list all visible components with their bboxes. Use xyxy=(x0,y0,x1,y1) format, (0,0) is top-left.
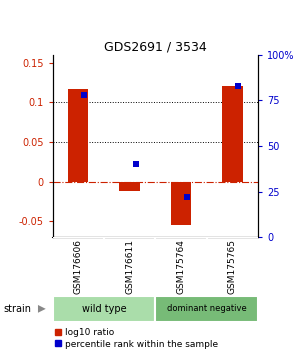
Bar xyxy=(119,182,140,191)
Text: wild type: wild type xyxy=(82,304,126,314)
Text: GSM175764: GSM175764 xyxy=(176,239,185,294)
Text: GSM175765: GSM175765 xyxy=(228,239,237,294)
Text: strain: strain xyxy=(3,304,31,314)
Title: GDS2691 / 3534: GDS2691 / 3534 xyxy=(104,41,207,54)
Text: GSM176611: GSM176611 xyxy=(125,239,134,294)
Bar xyxy=(155,296,258,322)
Bar xyxy=(171,182,191,225)
Bar xyxy=(52,296,155,322)
Bar xyxy=(222,86,243,182)
Text: dominant negative: dominant negative xyxy=(167,304,247,313)
Bar xyxy=(68,89,88,182)
Text: GSM176606: GSM176606 xyxy=(74,239,83,294)
Legend: log10 ratio, percentile rank within the sample: log10 ratio, percentile rank within the … xyxy=(54,327,219,349)
